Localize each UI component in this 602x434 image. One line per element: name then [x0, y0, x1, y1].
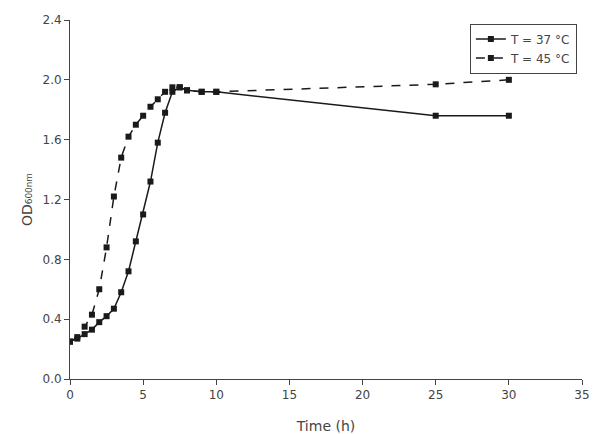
- svg-text:15: 15: [282, 388, 297, 402]
- svg-text:0: 0: [66, 388, 74, 402]
- svg-text:1.6: 1.6: [43, 133, 62, 147]
- svg-text:Time (h): Time (h): [296, 418, 356, 434]
- svg-text:0.4: 0.4: [43, 312, 62, 326]
- svg-text:25: 25: [428, 388, 443, 402]
- svg-text:2.4: 2.4: [43, 13, 62, 27]
- svg-text:2.0: 2.0: [43, 73, 62, 87]
- svg-text:35: 35: [574, 388, 589, 402]
- svg-text:1.2: 1.2: [43, 193, 62, 207]
- svg-text:10: 10: [209, 388, 224, 402]
- svg-text:T = 37 °C: T = 37 °C: [510, 33, 569, 47]
- svg-text:20: 20: [355, 388, 370, 402]
- svg-text:OD₆₀₀ₙₘ: OD₆₀₀ₙₘ: [19, 173, 35, 226]
- svg-text:30: 30: [501, 388, 516, 402]
- svg-text:0.8: 0.8: [43, 253, 62, 267]
- svg-text:0.0: 0.0: [43, 372, 62, 386]
- svg-text:5: 5: [139, 388, 147, 402]
- svg-text:T = 45 °C: T = 45 °C: [510, 52, 569, 66]
